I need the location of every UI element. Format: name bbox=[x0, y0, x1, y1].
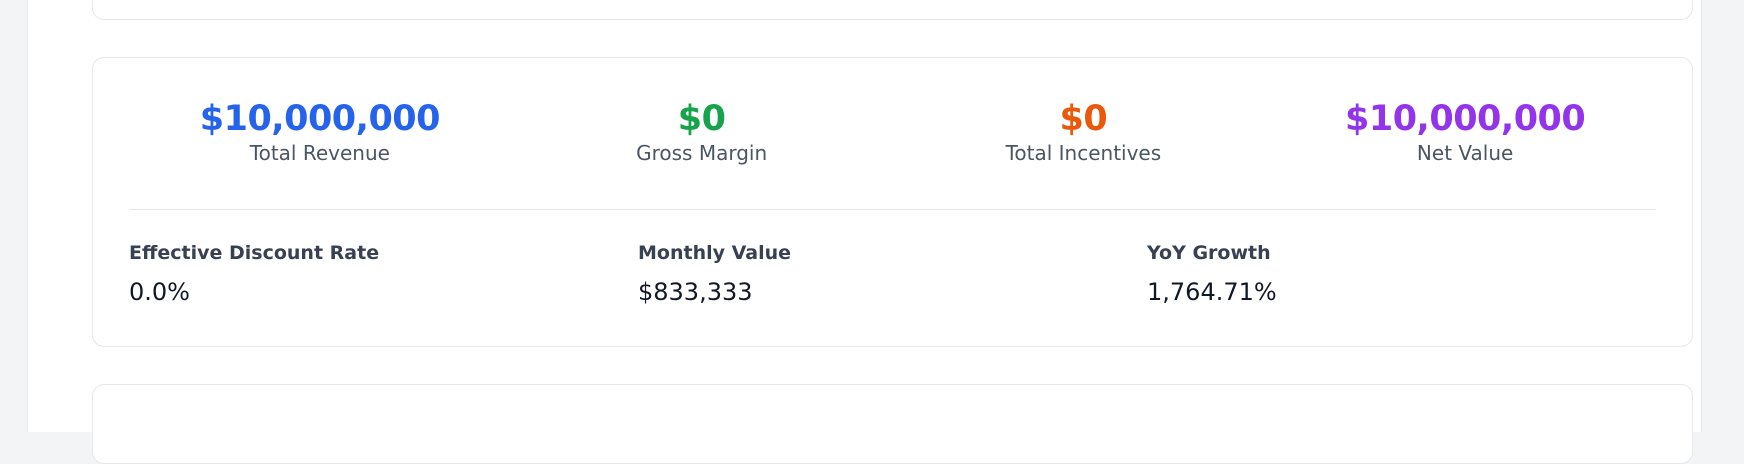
kpi-total-incentives: $0 Total Incentives bbox=[893, 98, 1275, 178]
kpi-net-value: $10,000,000 Net Value bbox=[1274, 98, 1656, 178]
metric-label: Effective Discount Rate bbox=[129, 242, 380, 264]
kpi-row: $10,000,000 Total Revenue $0 Gross Margi… bbox=[129, 98, 1656, 178]
next-card bbox=[92, 384, 1693, 464]
kpi-value: $0 bbox=[677, 99, 726, 139]
metric-label: Monthly Value bbox=[638, 242, 792, 264]
metric-effective-discount-rate: Effective Discount Rate 0.0% bbox=[129, 240, 638, 320]
kpi-label: Gross Margin bbox=[636, 141, 768, 165]
metric-monthly-value: Monthly Value $833,333 bbox=[638, 240, 1147, 320]
metrics-row: Effective Discount Rate 0.0% Monthly Val… bbox=[129, 240, 1656, 320]
metric-value: $833,333 bbox=[638, 278, 753, 306]
metric-label: YoY Growth bbox=[1147, 242, 1271, 264]
metric-value: 1,764.71% bbox=[1147, 278, 1277, 306]
metric-yoy-growth: YoY Growth 1,764.71% bbox=[1147, 240, 1656, 320]
kpi-value: $0 bbox=[1059, 99, 1108, 139]
page-panel: $10,000,000 Total Revenue $0 Gross Margi… bbox=[27, 0, 1702, 464]
kpi-label: Total Incentives bbox=[1005, 141, 1162, 165]
kpi-total-revenue: $10,000,000 Total Revenue bbox=[129, 98, 511, 178]
kpi-value: $10,000,000 bbox=[1344, 99, 1586, 139]
metric-value: 0.0% bbox=[129, 278, 190, 306]
section-divider bbox=[129, 209, 1656, 210]
previous-card bbox=[92, 0, 1693, 20]
kpi-label: Total Revenue bbox=[249, 141, 390, 165]
kpi-value: $10,000,000 bbox=[199, 99, 441, 139]
kpi-gross-margin: $0 Gross Margin bbox=[511, 98, 893, 178]
kpi-label: Net Value bbox=[1416, 141, 1514, 165]
summary-card: $10,000,000 Total Revenue $0 Gross Margi… bbox=[92, 57, 1693, 347]
